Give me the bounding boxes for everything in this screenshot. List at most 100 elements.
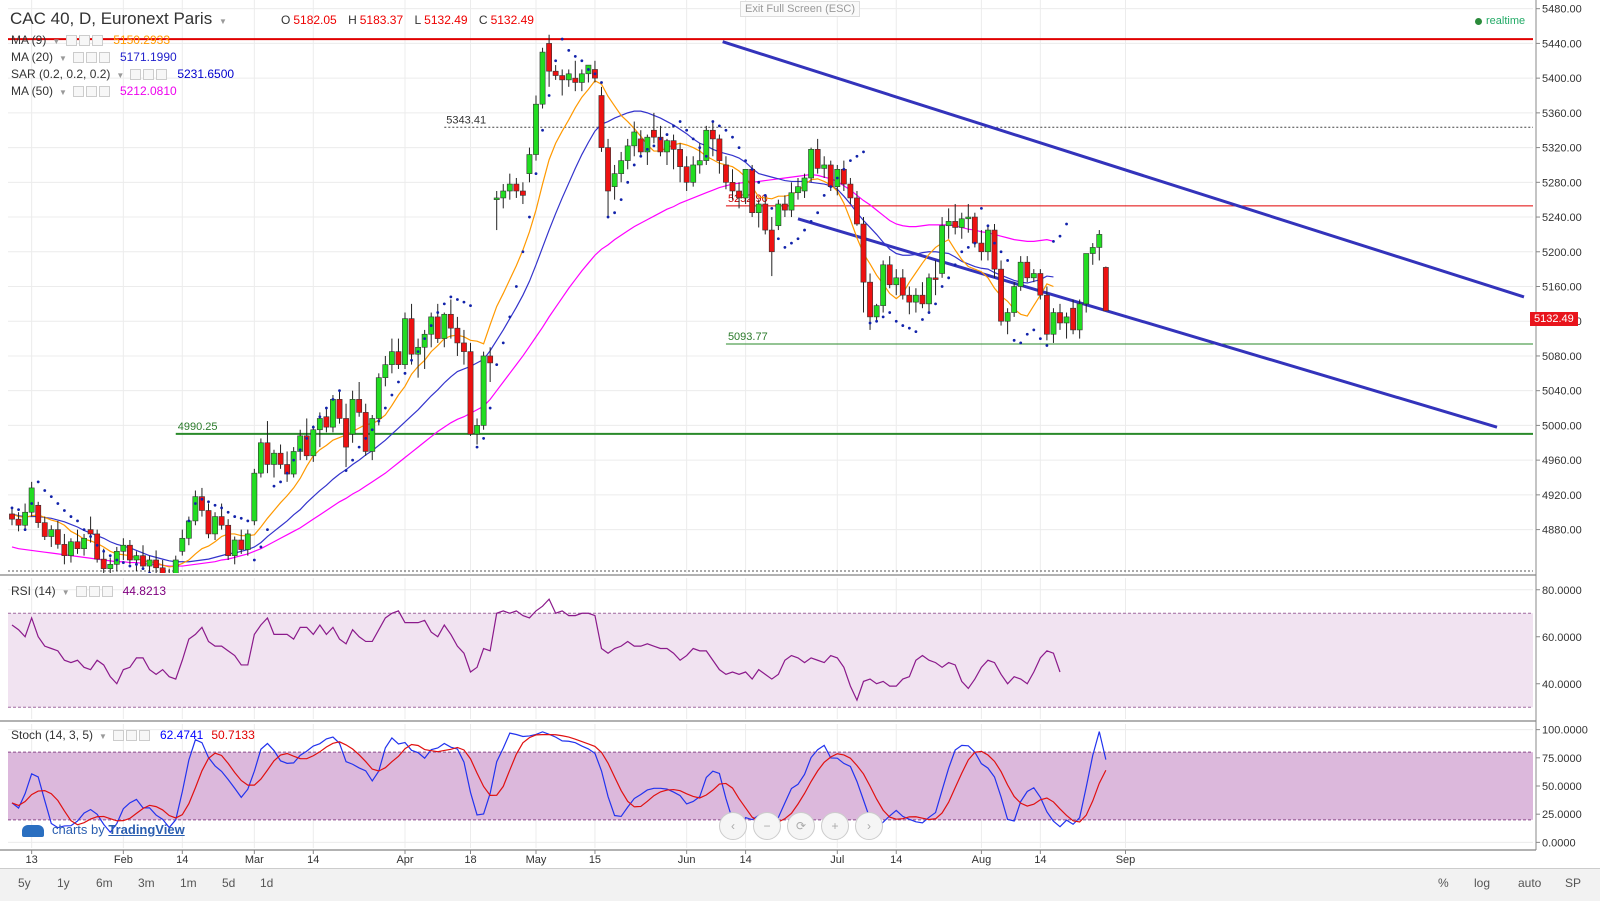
legend-ma9[interactable]: MA (9) ▼ 5150.2933 — [11, 33, 170, 47]
sar-dot — [508, 315, 512, 319]
tradingview-branding[interactable]: charts by TradingView — [22, 822, 185, 837]
range-6m-button[interactable]: 6m — [96, 876, 113, 890]
candle-body — [657, 136, 664, 153]
sar-dot — [901, 324, 905, 327]
candle-body — [506, 183, 513, 192]
candle-body — [244, 533, 251, 550]
settings-icon[interactable] — [66, 35, 78, 47]
chart-title[interactable]: CAC 40, D, Euronext Paris ▼ — [10, 9, 227, 28]
range-5y-button[interactable]: 5y — [18, 876, 31, 890]
sar-dot — [580, 59, 584, 63]
sar-dot — [115, 558, 119, 562]
sar-dot — [953, 263, 957, 267]
gear-icon[interactable] — [143, 69, 155, 81]
sar-dot — [161, 579, 164, 582]
candle-body — [736, 190, 742, 199]
ohlc-readout: O 5182.05 H 5183.37 L 5132.49 C 5132.49 — [281, 13, 534, 27]
close-icon[interactable] — [92, 35, 104, 47]
candle-body — [421, 333, 428, 348]
candle-body — [683, 166, 690, 183]
settings-icon[interactable] — [112, 730, 124, 742]
scroll-left-button[interactable]: ‹ — [719, 812, 747, 840]
sar-dot — [862, 150, 865, 154]
candle-body — [388, 351, 395, 365]
candle-body — [1050, 312, 1057, 335]
range-1y-button[interactable]: 1y — [57, 876, 70, 890]
close-icon[interactable] — [98, 52, 110, 64]
candle-body — [919, 294, 926, 305]
chevron-down-icon[interactable]: ▼ — [61, 588, 70, 597]
scroll-right-button[interactable]: › — [855, 812, 883, 840]
price-tick-label: 5160.00 — [1542, 282, 1582, 294]
chevron-down-icon[interactable]: ▼ — [99, 732, 107, 741]
sar-dot — [816, 211, 820, 215]
legend-ma50[interactable]: MA (50) ▼ 5212.0810 — [11, 84, 177, 98]
close-icon[interactable] — [101, 586, 113, 598]
gear-icon[interactable] — [85, 52, 97, 64]
range-5d-button[interactable]: 5d — [222, 876, 236, 890]
sar-dot — [685, 128, 689, 132]
sar-dot — [704, 154, 708, 158]
legend-sar[interactable]: SAR (0.2, 0.2, 0.2) ▼ 5231.6500 — [11, 67, 235, 81]
sar-dot — [521, 250, 525, 254]
sar-dot — [89, 535, 92, 538]
price-tick-label: 4960.00 — [1542, 455, 1582, 467]
gear-icon[interactable] — [85, 86, 97, 98]
settings-icon[interactable] — [130, 69, 142, 81]
date-tick-label: Feb — [114, 854, 133, 866]
close-icon[interactable] — [98, 86, 110, 98]
range-3m-button[interactable]: 3m — [138, 876, 155, 890]
settings-icon[interactable] — [72, 52, 84, 64]
candle-body — [1030, 273, 1037, 279]
sar-dot — [940, 285, 944, 288]
sar-dot — [567, 48, 571, 52]
sar-dot — [993, 241, 996, 245]
candle-body — [519, 190, 526, 196]
gear-icon[interactable] — [88, 586, 100, 598]
settings-icon[interactable] — [75, 586, 87, 598]
legend-rsi[interactable]: RSI (14) ▼ 44.8213 — [11, 584, 166, 598]
auto-scale-button[interactable]: auto — [1518, 876, 1542, 890]
candle-body — [434, 316, 441, 339]
candle-body — [264, 442, 271, 465]
title-dropdown-icon[interactable]: ▼ — [218, 17, 227, 26]
sar-dot — [822, 193, 826, 197]
settings-icon[interactable] — [72, 86, 84, 98]
candle-body — [1083, 253, 1090, 305]
channel-lower-line — [797, 217, 1498, 429]
exit-fullscreen-button[interactable]: Exit Full Screen (ESC) — [740, 1, 861, 17]
sar-dot — [573, 55, 577, 58]
sar-dot — [416, 350, 420, 354]
chevron-down-icon[interactable]: ▼ — [52, 37, 61, 46]
chevron-down-icon[interactable]: ▼ — [59, 54, 67, 63]
legend-stoch[interactable]: Stoch (14, 3, 5) ▼ 62.4741 50.7133 — [11, 728, 255, 742]
candle-body — [375, 377, 382, 419]
zoom-out-button[interactable]: − — [753, 812, 781, 840]
candle-body — [500, 190, 507, 199]
date-tick-label: 15 — [589, 854, 601, 866]
legend-ma20[interactable]: MA (20) ▼ 5171.1990 — [11, 50, 177, 64]
candle-body — [526, 154, 533, 174]
gear-icon[interactable] — [125, 730, 137, 742]
sar-dot — [23, 528, 27, 531]
stoch-d-line — [11, 734, 1107, 826]
percent-scale-button[interactable]: % — [1438, 876, 1449, 890]
reset-button[interactable]: ⟳ — [787, 812, 815, 840]
close-icon[interactable] — [138, 730, 150, 742]
log-scale-button[interactable]: log — [1474, 876, 1491, 890]
candle-body — [100, 558, 107, 569]
close-icon[interactable] — [156, 69, 168, 81]
sp-button[interactable]: SP — [1565, 876, 1582, 890]
sar-dot — [757, 180, 761, 184]
sar-dot — [63, 509, 66, 512]
price-chart[interactable]: 5343.415252.905093.774990.255480.005440.… — [0, 0, 1600, 868]
range-1d-button[interactable]: 1d — [260, 876, 274, 890]
chevron-down-icon[interactable]: ▼ — [59, 88, 67, 97]
gear-icon[interactable] — [79, 35, 91, 47]
range-1m-button[interactable]: 1m — [180, 876, 197, 890]
chevron-down-icon[interactable]: ▼ — [116, 71, 125, 80]
sar-dot — [639, 154, 643, 158]
zoom-in-button[interactable]: + — [821, 812, 849, 840]
candle-body — [873, 305, 880, 318]
realtime-indicator: realtime — [1475, 15, 1525, 27]
